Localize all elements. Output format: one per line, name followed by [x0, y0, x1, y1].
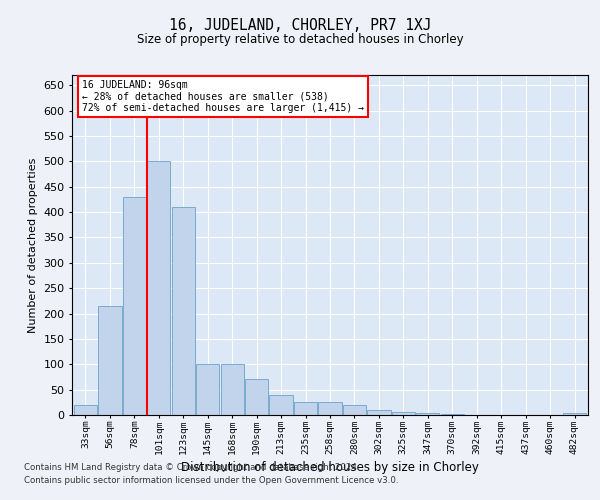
Bar: [563, 414, 586, 415]
Y-axis label: Number of detached properties: Number of detached properties: [28, 158, 38, 332]
Bar: [367, 410, 391, 415]
Text: 16, JUDELAND, CHORLEY, PR7 1XJ: 16, JUDELAND, CHORLEY, PR7 1XJ: [169, 18, 431, 32]
Bar: [416, 414, 439, 415]
Bar: [221, 364, 244, 415]
Text: Contains public sector information licensed under the Open Government Licence v3: Contains public sector information licen…: [24, 476, 398, 485]
Bar: [245, 380, 268, 415]
Text: Contains HM Land Registry data © Crown copyright and database right 2024.: Contains HM Land Registry data © Crown c…: [24, 464, 359, 472]
Text: 16 JUDELAND: 96sqm
← 28% of detached houses are smaller (538)
72% of semi-detach: 16 JUDELAND: 96sqm ← 28% of detached hou…: [82, 80, 364, 114]
Bar: [392, 412, 415, 415]
Bar: [343, 405, 366, 415]
Bar: [196, 364, 220, 415]
Bar: [319, 402, 341, 415]
Bar: [98, 306, 122, 415]
Bar: [123, 197, 146, 415]
Text: Size of property relative to detached houses in Chorley: Size of property relative to detached ho…: [137, 32, 463, 46]
X-axis label: Distribution of detached houses by size in Chorley: Distribution of detached houses by size …: [181, 460, 479, 473]
Bar: [269, 394, 293, 415]
Bar: [74, 405, 97, 415]
Bar: [147, 162, 170, 415]
Bar: [172, 207, 195, 415]
Bar: [440, 414, 464, 415]
Bar: [294, 402, 317, 415]
